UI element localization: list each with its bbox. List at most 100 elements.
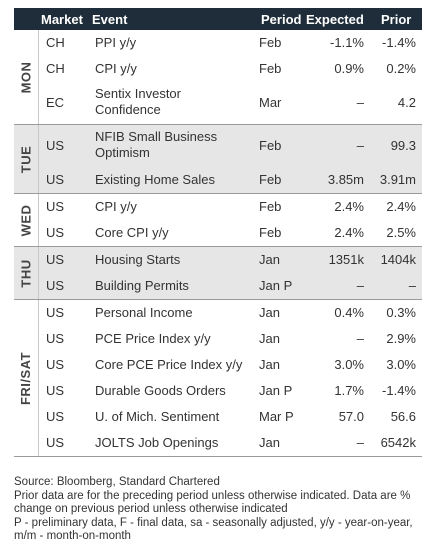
cell-period: Jan (259, 435, 280, 450)
cell-event: NFIB Small Business (95, 129, 218, 144)
cell-event: Optimism (95, 145, 150, 160)
cell-prior: 1404k (380, 252, 416, 267)
cell-event: Housing Starts (95, 252, 181, 267)
cell-prior: 6542k (380, 435, 416, 450)
table-row: US PCE Price Index y/y Jan – 2.9% (38, 326, 422, 352)
cell-prior: 2.9% (386, 331, 416, 346)
cell-market: US (46, 435, 65, 450)
cell-event: Personal Income (95, 305, 193, 320)
table-row: US Existing Home Sales Feb 3.85m 3.91m (38, 167, 422, 193)
table-row: US Housing Starts Jan 1351k 1404k (38, 247, 422, 273)
cell-expected: 0.4% (334, 305, 364, 320)
cell-expected: 2.4% (334, 225, 364, 240)
cell-event: CPI y/y (95, 61, 137, 76)
day-label: WED (14, 194, 39, 246)
day-label: FRI/SAT (14, 300, 39, 456)
day-group: FRI/SAT US Personal Income Jan 0.4% 0.3% US PCE… (14, 300, 422, 457)
cell-event: Confidence (95, 102, 161, 117)
table-row: US Durable Goods Orders Jan P 1.7% -1.4% (38, 378, 422, 404)
header-period: Period (261, 12, 302, 27)
table-row: US Building Permits Jan P – – (38, 273, 422, 299)
cell-expected: – (356, 435, 364, 450)
cell-expected: 57.0 (338, 409, 364, 424)
day-label-text: TUE (18, 145, 34, 173)
table-row: US Personal Income Jan 0.4% 0.3% (38, 300, 422, 326)
table-row: EC Sentix Investor Confidence Mar – 4.2 (38, 82, 422, 124)
cell-period: Jan (259, 252, 280, 267)
cell-expected: 2.4% (334, 199, 364, 214)
cell-expected: – (356, 138, 364, 153)
footnote-prior-data: Prior data are for the preceding period … (14, 489, 411, 516)
cell-period: Feb (259, 172, 282, 187)
cell-market: US (46, 357, 65, 372)
cell-expected: 0.9% (334, 61, 364, 76)
day-label-text: THU (18, 258, 34, 288)
cell-event: U. of Mich. Sentiment (95, 409, 220, 424)
cell-event: Core CPI y/y (95, 225, 169, 240)
cell-period: Jan P (259, 278, 293, 293)
cell-event: PCE Price Index y/y (95, 331, 211, 346)
cell-expected: -1.1% (330, 35, 364, 50)
cell-period: Jan (259, 305, 280, 320)
cell-event: CPI y/y (95, 199, 137, 214)
cell-market: EC (46, 95, 65, 110)
cell-event: Existing Home Sales (95, 172, 215, 187)
cell-prior: – (408, 278, 416, 293)
cell-market: US (46, 225, 65, 240)
cell-prior: 99.3 (390, 138, 416, 153)
header-event: Event (92, 12, 128, 27)
day-label-text: MON (18, 61, 34, 93)
cell-period: Jan (259, 357, 280, 372)
cell-period: Feb (259, 199, 282, 214)
table-row: CH CPI y/y Feb 0.9% 0.2% (38, 56, 422, 82)
cell-event: Building Permits (95, 278, 189, 293)
day-label: MON (14, 30, 39, 124)
day-group: TUE US NFIB Small Business Optimism Feb – 99.3… (14, 125, 422, 194)
cell-period: Feb (259, 35, 282, 50)
cell-prior: -1.4% (382, 383, 416, 398)
cell-period: Mar (259, 95, 282, 110)
day-label: THU (14, 247, 39, 299)
cell-event: Core PCE Price Index y/y (95, 357, 243, 372)
table-row: US U. of Mich. Sentiment Mar P 57.0 56.6 (38, 404, 422, 430)
cell-expected: – (356, 278, 364, 293)
footnote-legend: P - preliminary data, F - final data, sa… (14, 516, 413, 543)
table-row: US CPI y/y Feb 2.4% 2.4% (38, 194, 422, 220)
cell-expected: – (356, 331, 364, 346)
cell-expected: 1351k (328, 252, 364, 267)
table-row: US JOLTS Job Openings Jan – 6542k (38, 430, 422, 456)
day-label-text: WED (18, 204, 34, 236)
cell-market: US (46, 383, 65, 398)
table-row: CH PPI y/y Feb -1.1% -1.4% (38, 30, 422, 56)
cell-expected: 1.7% (334, 383, 364, 398)
cell-market: US (46, 172, 65, 187)
cell-market: US (46, 199, 65, 214)
cell-market: US (46, 305, 65, 320)
cell-market: US (46, 278, 65, 293)
cell-market: US (46, 252, 65, 267)
cell-prior: 2.4% (386, 199, 416, 214)
cell-period: Jan P (259, 383, 293, 398)
table-row: US Core CPI y/y Feb 2.4% 2.5% (38, 220, 422, 246)
cell-event: Durable Goods Orders (95, 383, 226, 398)
cell-market: CH (46, 61, 65, 76)
day-group: THU US Housing Starts Jan 1351k 1404k US Buildi… (14, 247, 422, 300)
cell-market: US (46, 138, 65, 153)
header-expected: Expected (306, 12, 364, 27)
cell-period: Feb (259, 138, 282, 153)
cell-period: Feb (259, 61, 282, 76)
cell-market: US (46, 409, 65, 424)
cell-period: Jan (259, 331, 280, 346)
cell-market: US (46, 331, 65, 346)
cell-prior: 2.5% (386, 225, 416, 240)
day-group: WED US CPI y/y Feb 2.4% 2.4% US Core CPI y/y Feb… (14, 194, 422, 247)
footnote-source: Source: Bloomberg, Standard Chartered (14, 476, 220, 488)
cell-event: Sentix Investor (95, 86, 181, 101)
cell-expected: – (356, 95, 364, 110)
header-market: Market (41, 12, 83, 27)
cell-period: Mar P (259, 409, 294, 424)
footnotes: Source: Bloomberg, Standard Chartered Pr… (14, 476, 426, 544)
cell-prior: -1.4% (382, 35, 416, 50)
cell-prior: 3.0% (386, 357, 416, 372)
cell-prior: 3.91m (379, 172, 416, 187)
